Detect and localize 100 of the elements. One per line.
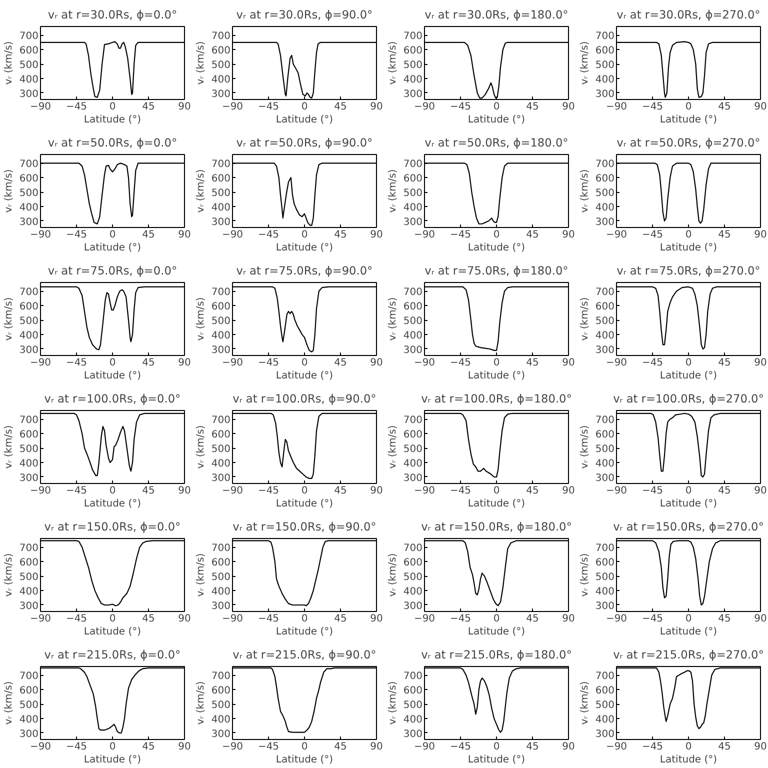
y-tick-label: 700 [403,287,423,298]
x-tick-label: −45 [66,614,88,624]
y-tick-label: 700 [403,671,423,682]
chart-title: vᵣ at r=50.0Rs, ϕ=0.0° [48,136,178,150]
x-tick-label: 0 [493,358,500,368]
x-tick-label: 45 [142,230,155,240]
chart-title: vᵣ at r=30.0Rs, ϕ=180.0° [424,8,568,22]
y-tick-label: 600 [211,686,231,697]
x-tick-label: −90 [222,102,244,112]
y-tick-label: 400 [19,586,39,598]
x-tick-label: 90 [562,358,575,368]
y-tick-label: 500 [595,572,615,584]
y-tick-label: 500 [403,444,423,456]
x-tick-label: 45 [142,614,155,624]
y-axis-title: vᵣ (km/s) [195,553,206,597]
x-tick-label: 90 [178,742,191,752]
y-tick-label: 500 [211,572,231,584]
x-tick-label: −90 [414,102,436,112]
y-axis-title: vᵣ (km/s) [195,41,206,85]
y-tick-label: 700 [595,543,615,554]
y-tick-label: 300 [19,344,39,356]
chart-title: vᵣ at r=150.0Rs, ϕ=0.0° [44,520,181,534]
y-tick-label: 300 [19,472,39,484]
y-tick-label: 700 [211,415,231,426]
x-tick-label: 0 [685,742,692,752]
y-tick-label: 500 [19,444,39,456]
x-tick-label: 0 [493,230,500,240]
x-tick-label: 90 [370,358,383,368]
y-tick-label: 600 [595,174,615,185]
y-axis-title: vᵣ (km/s) [3,169,14,213]
x-tick-label: 90 [178,230,191,240]
x-axis-title: Latitude (°) [468,626,526,638]
x-tick-label: 0 [109,358,116,368]
x-tick-label: 90 [562,742,575,752]
y-tick-label: 400 [211,74,231,86]
y-axis-title: vᵣ (km/s) [579,681,590,725]
x-tick-label: 0 [493,742,500,752]
x-tick-label: 0 [301,230,308,240]
chart-title: vᵣ at r=30.0Rs, ϕ=0.0° [48,8,178,22]
chart-title: vᵣ at r=75.0Rs, ϕ=0.0° [48,264,178,278]
x-tick-label: −90 [606,486,628,496]
y-tick-label: 300 [211,728,231,740]
x-tick-label: −45 [450,614,472,624]
y-tick-label: 700 [211,671,231,682]
x-tick-label: 0 [301,102,308,112]
y-tick-label: 500 [19,316,39,328]
y-tick-label: 400 [211,714,231,726]
y-tick-label: 400 [211,202,231,214]
x-tick-label: 90 [178,486,191,496]
y-tick-label: 500 [19,188,39,200]
x-tick-label: 0 [109,742,116,752]
y-tick-label: 700 [19,543,39,554]
x-tick-label: 90 [754,614,767,624]
y-tick-label: 300 [403,728,423,740]
y-tick-label: 400 [595,586,615,598]
y-tick-label: 300 [595,728,615,740]
x-axis-title: Latitude (°) [84,114,142,126]
chart-title: vᵣ at r=30.0Rs, ϕ=270.0° [616,8,760,22]
y-tick-label: 300 [595,600,615,612]
y-tick-label: 300 [19,88,39,100]
x-tick-label: 45 [526,102,539,112]
x-tick-label: 90 [754,230,767,240]
x-tick-label: −45 [258,486,280,496]
y-tick-label: 600 [403,686,423,697]
x-tick-label: 45 [526,614,539,624]
y-tick-label: 600 [595,558,615,569]
x-axis-title: Latitude (°) [468,498,526,510]
x-tick-label: 45 [718,614,731,624]
y-tick-label: 500 [403,316,423,328]
y-axis-title: vᵣ (km/s) [3,41,14,85]
y-tick-label: 300 [595,88,615,100]
y-tick-label: 400 [403,330,423,342]
x-tick-label: 90 [370,230,383,240]
y-tick-label: 300 [19,728,39,740]
y-tick-label: 400 [19,714,39,726]
y-tick-label: 500 [595,444,615,456]
x-tick-label: −45 [450,742,472,752]
y-tick-label: 500 [595,60,615,72]
x-tick-label: 90 [562,486,575,496]
x-tick-label: 45 [334,486,347,496]
x-tick-label: −45 [258,614,280,624]
x-tick-label: −45 [66,230,88,240]
x-tick-label: −90 [222,358,244,368]
y-tick-label: 300 [595,472,615,484]
x-tick-label: −45 [642,102,664,112]
x-tick-label: −45 [66,102,88,112]
y-tick-label: 400 [595,74,615,86]
x-tick-label: 90 [562,102,575,112]
x-tick-label: −90 [414,742,436,752]
y-tick-label: 600 [211,558,231,569]
y-tick-label: 600 [19,686,39,697]
y-tick-label: 500 [19,60,39,72]
x-axis-title: Latitude (°) [276,242,334,254]
y-tick-label: 300 [211,216,231,228]
x-tick-label: −90 [30,742,52,752]
y-tick-label: 700 [19,287,39,298]
x-tick-label: 45 [142,486,155,496]
x-axis-title: Latitude (°) [84,626,142,638]
x-axis-title: Latitude (°) [84,498,142,510]
x-tick-label: 0 [109,614,116,624]
